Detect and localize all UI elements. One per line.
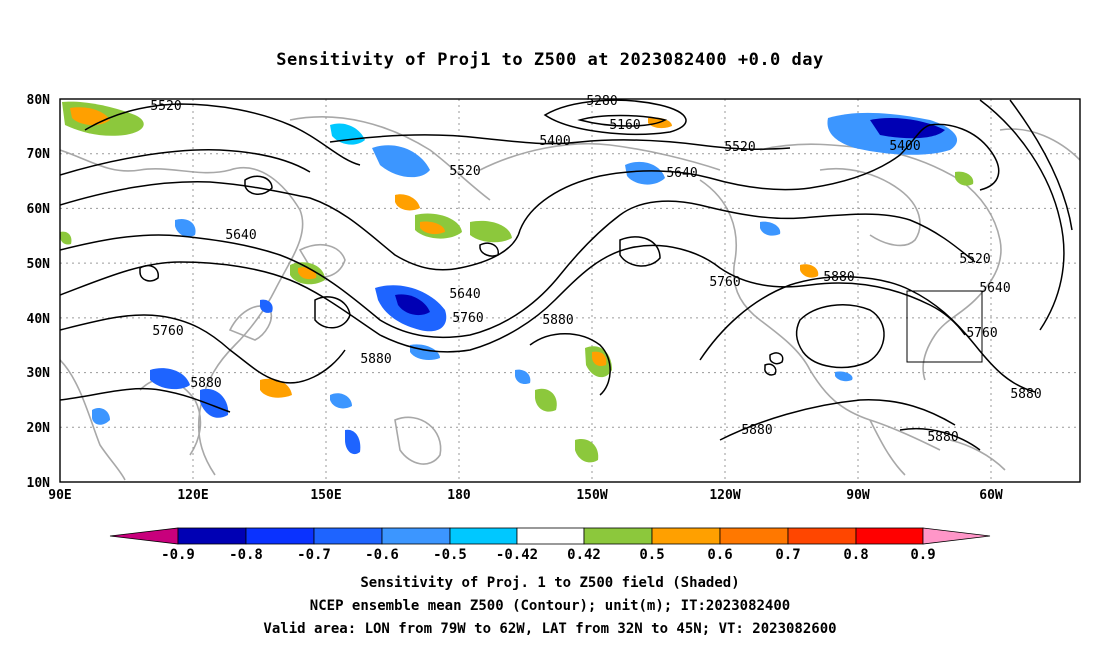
longitude-labels: 90E 120E 150E 180 150W 120W 90W 60W	[48, 488, 1003, 503]
latitude-labels: 80N 70N 60N 50N 40N 30N 20N 10N	[27, 93, 51, 491]
colorbar-low-triangle	[109, 527, 179, 545]
contour-label: 5760	[966, 326, 997, 341]
contour-label: 5880	[542, 313, 573, 328]
contour-label: 5760	[709, 275, 740, 290]
contour-label: 5880	[927, 430, 958, 445]
contour-label: 5760	[152, 324, 183, 339]
colorbar-label: 0.8	[843, 547, 868, 563]
colorbar-label: 0.42	[567, 547, 601, 563]
lat-label: 10N	[27, 476, 51, 491]
lon-label: 90W	[846, 488, 870, 503]
colorbar-label: 0.5	[639, 547, 664, 563]
lat-label: 60N	[27, 202, 51, 217]
graticule	[60, 99, 1080, 482]
colorbar: -0.9 -0.8 -0.7 -0.6 -0.5 -0.42 0.42 0.5 …	[109, 527, 991, 563]
colorbar-label: -0.8	[229, 547, 263, 563]
colorbar-swatch	[177, 527, 247, 545]
colorbar-label: 0.7	[775, 547, 800, 563]
lon-label: 120E	[177, 488, 208, 503]
contour-label: 5280	[586, 94, 617, 109]
contour-label: 5520	[724, 140, 755, 155]
colorbar-label: -0.42	[496, 547, 538, 563]
sensitivity-shading	[60, 101, 974, 463]
colorbar-swatch	[719, 527, 789, 545]
colorbar-label: -0.9	[161, 547, 195, 563]
lat-label: 50N	[27, 257, 51, 272]
lon-label: 180	[447, 488, 471, 503]
colorbar-swatch	[516, 527, 585, 545]
contour-label: 5520	[150, 99, 181, 114]
contour-label: 5760	[452, 311, 483, 326]
contour-label: 5640	[979, 281, 1010, 296]
colorbar-swatch	[583, 527, 653, 545]
contour-label: 5880	[360, 352, 391, 367]
colorbar-label: 0.9	[910, 547, 935, 563]
contour-label: 5880	[1010, 387, 1041, 402]
lon-label: 60W	[979, 488, 1003, 503]
contour-label: 5880	[823, 270, 854, 285]
colorbar-swatch	[787, 527, 857, 545]
map-frame	[59, 98, 1081, 483]
lon-label: 150E	[310, 488, 341, 503]
lat-label: 70N	[27, 147, 51, 162]
contour-label: 5160	[609, 118, 640, 133]
valid-area-box	[906, 290, 983, 363]
colorbar-high-triangle	[922, 527, 991, 545]
colorbar-swatch	[313, 527, 383, 545]
lat-label: 40N	[27, 312, 51, 327]
colorbar-swatch	[855, 527, 924, 545]
contour-label: 5520	[959, 252, 990, 267]
contour-label: 5880	[190, 376, 221, 391]
colorbar-label: -0.7	[297, 547, 331, 563]
colorbar-swatch	[245, 527, 315, 545]
lat-label: 30N	[27, 366, 51, 381]
colorbar-label: -0.5	[433, 547, 467, 563]
lon-label: 90E	[48, 488, 71, 503]
contour-label: 5640	[449, 287, 480, 302]
colorbar-swatch	[381, 527, 451, 545]
colorbar-label: 0.6	[707, 547, 732, 563]
contour-label: 5880	[741, 423, 772, 438]
footer-line-2: NCEP ensemble mean Z500 (Contour); unit(…	[309, 598, 791, 614]
colorbar-swatch	[449, 527, 518, 545]
contour-label: 5640	[225, 228, 256, 243]
colorbar-label: -0.6	[365, 547, 399, 563]
colorbar-swatch	[651, 527, 721, 545]
contour-label: 5640	[666, 166, 697, 181]
chart-title: Sensitivity of Proj1 to Z500 at 20230824…	[276, 50, 824, 70]
contour-label: 5400	[539, 134, 570, 149]
colorbar-labels: -0.9 -0.8 -0.7 -0.6 -0.5 -0.42 0.42 0.5 …	[161, 547, 936, 563]
footer-line-3: Valid area: LON from 79W to 62W, LAT fro…	[263, 621, 837, 637]
lat-label: 80N	[27, 93, 51, 108]
lon-label: 120W	[709, 488, 740, 503]
footer-line-1: Sensitivity of Proj. 1 to Z500 field (Sh…	[360, 575, 740, 591]
lat-label: 20N	[27, 421, 51, 436]
lon-label: 150W	[576, 488, 607, 503]
contour-label: 5400	[889, 139, 920, 154]
z500-contours	[60, 99, 1073, 451]
contour-label: 5520	[449, 164, 480, 179]
contour-labels: 5520 5280 5160 5400 5520 5640 5520 5400 …	[150, 94, 1041, 445]
